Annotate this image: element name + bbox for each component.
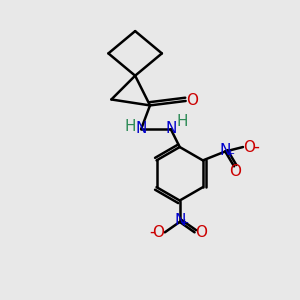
Text: H: H: [176, 114, 188, 129]
Text: H: H: [124, 119, 136, 134]
Text: +: +: [180, 218, 190, 228]
Text: O: O: [244, 140, 256, 154]
Text: O: O: [186, 93, 198, 108]
Text: -: -: [149, 223, 155, 241]
Text: O: O: [229, 164, 241, 179]
Text: N: N: [220, 143, 231, 158]
Text: N: N: [174, 213, 185, 228]
Text: -: -: [254, 137, 259, 155]
Text: +: +: [226, 149, 235, 159]
Text: O: O: [152, 225, 164, 240]
Text: O: O: [195, 225, 207, 240]
Text: N: N: [136, 121, 147, 136]
Text: N: N: [166, 121, 177, 136]
